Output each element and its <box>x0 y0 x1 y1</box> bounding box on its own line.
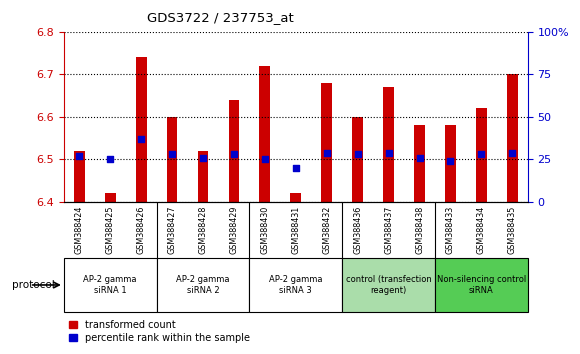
Text: GSM388430: GSM388430 <box>260 206 269 254</box>
Text: GSM388436: GSM388436 <box>353 206 362 254</box>
Point <box>291 165 300 171</box>
Point <box>106 156 115 162</box>
Bar <box>157 258 249 312</box>
Point <box>446 158 455 164</box>
Text: GSM388425: GSM388425 <box>106 206 115 255</box>
Text: AP-2 gamma
siRNA 1: AP-2 gamma siRNA 1 <box>84 275 137 295</box>
Text: GDS3722 / 237753_at: GDS3722 / 237753_at <box>147 11 294 24</box>
Text: GSM388428: GSM388428 <box>198 206 208 254</box>
Point <box>353 152 362 157</box>
Bar <box>352 117 363 202</box>
Bar <box>476 108 487 202</box>
Point <box>384 150 393 155</box>
Text: GSM388438: GSM388438 <box>415 206 424 254</box>
Bar <box>198 151 208 202</box>
Point <box>136 136 146 142</box>
Bar <box>166 117 177 202</box>
Text: GSM388429: GSM388429 <box>230 206 238 255</box>
Text: AP-2 gamma
siRNA 2: AP-2 gamma siRNA 2 <box>176 275 230 295</box>
Text: Non-silencing control
siRNA: Non-silencing control siRNA <box>437 275 526 295</box>
Point <box>229 152 238 157</box>
Point <box>260 156 270 162</box>
Point <box>322 150 331 155</box>
Text: GSM388426: GSM388426 <box>137 206 146 254</box>
Point <box>168 152 177 157</box>
Text: control (transfection
reagent): control (transfection reagent) <box>346 275 432 295</box>
Text: GSM388431: GSM388431 <box>291 206 300 254</box>
Text: GSM388432: GSM388432 <box>322 206 331 254</box>
Bar <box>507 74 518 202</box>
Bar <box>435 258 528 312</box>
Point <box>508 150 517 155</box>
Bar <box>414 125 425 202</box>
Text: GSM388424: GSM388424 <box>75 206 84 254</box>
Bar <box>229 100 240 202</box>
Bar <box>249 258 342 312</box>
Bar <box>321 83 332 202</box>
Text: GSM388435: GSM388435 <box>508 206 517 254</box>
Bar <box>64 258 157 312</box>
Bar <box>445 125 456 202</box>
Bar <box>383 87 394 202</box>
Text: GSM388433: GSM388433 <box>446 206 455 254</box>
Bar <box>74 151 85 202</box>
Text: protocol: protocol <box>12 280 55 290</box>
Legend: transformed count, percentile rank within the sample: transformed count, percentile rank withi… <box>68 320 250 343</box>
Bar <box>259 66 270 202</box>
Text: GSM388427: GSM388427 <box>168 206 176 255</box>
Point <box>415 155 424 160</box>
Bar <box>291 193 301 202</box>
Bar <box>105 193 115 202</box>
Bar <box>136 57 147 202</box>
Point <box>477 152 486 157</box>
Bar <box>342 258 435 312</box>
Point <box>75 153 84 159</box>
Text: GSM388434: GSM388434 <box>477 206 486 254</box>
Text: GSM388437: GSM388437 <box>384 206 393 254</box>
Point <box>198 155 208 160</box>
Text: AP-2 gamma
siRNA 3: AP-2 gamma siRNA 3 <box>269 275 322 295</box>
